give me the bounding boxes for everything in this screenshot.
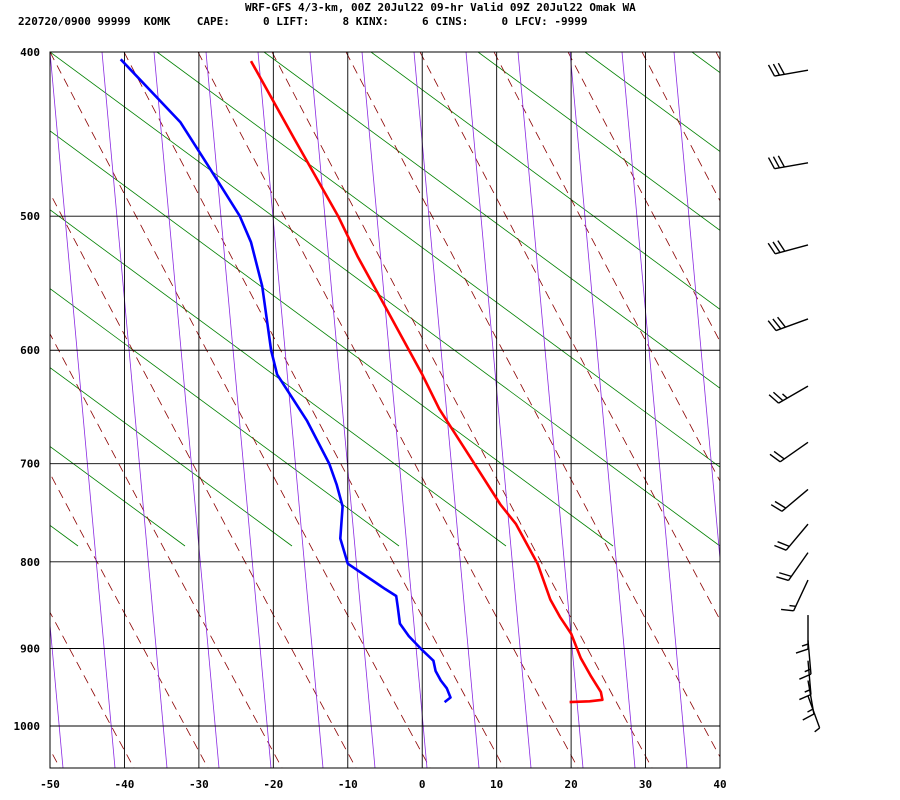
x-tick-label: 10 [490,778,503,791]
moist-adiabat [493,52,720,482]
sounding-stats: 220720/0900 99999 KOMK CAPE: 0 LIFT: 8 K… [18,15,588,28]
dry-adiabat [50,130,614,547]
x-tick-label: -50 [40,778,60,791]
wind-barb [795,615,809,654]
dry-adiabat [799,52,900,546]
x-tick-label: 0 [419,778,426,791]
wind-barb [769,441,809,463]
mixing-ratio-line [50,620,64,768]
y-tick-label: 600 [20,344,40,357]
moist-adiabat [50,748,61,768]
wind-barb [767,62,809,77]
mixing-ratio-line [673,52,720,564]
mixing-ratio-line [569,52,636,768]
wind-barbs [767,62,821,733]
moist-adiabat [123,52,505,768]
background-lines [50,52,900,768]
mixing-ratio-line [205,52,272,768]
dry-adiabat [691,52,720,74]
moist-adiabat [50,52,431,768]
moist-adiabat [641,52,720,202]
mixing-ratio-line [101,52,168,768]
moist-adiabat [271,52,653,768]
mixing-ratio-line [153,52,220,768]
mixing-ratio-line [465,52,532,768]
mixing-ratio-line [726,52,791,768]
temperature-trace [249,60,604,704]
y-tick-label: 500 [20,210,40,223]
mixing-ratio-line [309,52,376,768]
moist-adiabat [50,611,135,768]
y-tick-label: 900 [20,642,40,655]
y-tick-label: 400 [20,46,40,59]
dry-adiabat [50,209,507,547]
dry-adiabat [263,52,720,389]
x-tick-label: -30 [189,778,209,791]
wind-barb [802,680,815,721]
dry-adiabat [50,445,186,547]
plot-frame [49,51,721,769]
x-tick-label: -20 [263,778,283,791]
wind-barb [770,488,809,512]
x-tick-label: -10 [338,778,358,791]
mixing-ratio-line [621,52,688,768]
chart-title: WRF-GFS 4/3-km, 00Z 20Jul22 09-hr Valid … [245,1,636,14]
dry-adiabat [50,288,400,547]
moist-adiabat [197,52,579,768]
dry-adiabat [477,52,720,231]
dewpoint-trace [119,58,452,704]
wind-barb [767,240,809,255]
mixing-ratio-line [50,52,116,768]
wind-barb [767,316,809,332]
x-tick-label: 40 [713,778,726,791]
y-tick-label: 700 [20,458,40,471]
x-tick-label: -40 [115,778,135,791]
dry-adiabat [50,524,79,547]
moist-adiabat [790,52,900,768]
moist-adiabat [50,192,357,768]
x-tick-label: 20 [564,778,577,791]
wind-barb [799,660,812,701]
dry-adiabat [156,52,720,468]
y-tick-label: 800 [20,556,40,569]
grid [49,51,721,768]
chart-header: WRF-GFS 4/3-km, 00Z 20Jul22 09-hr Valid … [0,0,900,34]
wind-barb [768,385,809,404]
moist-adiabat [715,52,720,61]
dry-adiabat [370,52,720,310]
wind-barb [774,523,809,551]
sounding-traces [119,58,604,704]
wind-barb [767,155,809,170]
wind-barb [776,552,809,582]
mixing-ratio-line [361,52,428,768]
dry-adiabat [584,52,720,153]
y-tick-labels: 400 500 600 700 800 900 1000 [14,46,41,733]
x-tick-label: 30 [639,778,652,791]
mixing-ratio-line [413,52,480,768]
moist-adiabat [50,472,209,768]
wind-barb [807,695,821,733]
moist-adiabat [50,332,283,768]
dry-adiabat [50,367,293,547]
moist-adiabat [567,52,720,343]
x-tick-labels: -50 -40 -30 -20 -10 0 10 20 30 40 [40,778,727,791]
mixing-ratio-line [257,52,324,768]
moist-adiabat [345,52,720,758]
moist-adiabat [419,52,720,621]
y-tick-label: 1000 [14,720,41,733]
wind-barb [780,579,809,612]
